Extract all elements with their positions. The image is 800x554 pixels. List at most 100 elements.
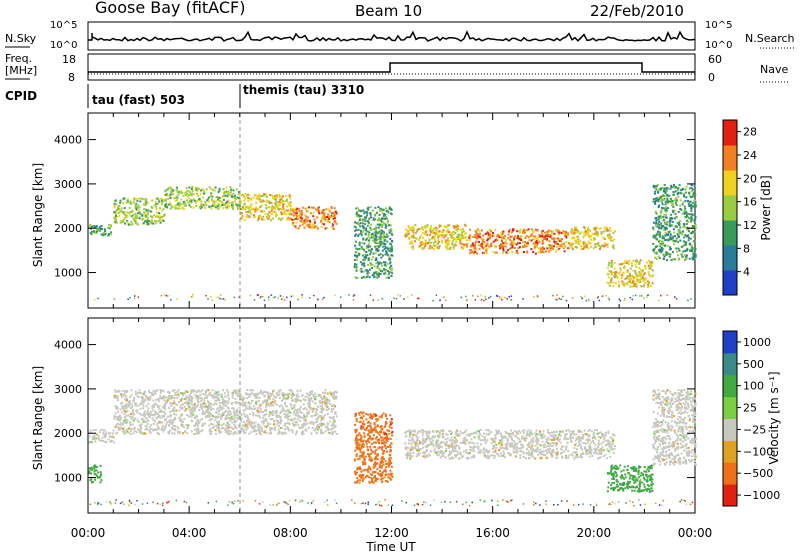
range-cell bbox=[318, 212, 321, 214]
range-cell bbox=[309, 391, 311, 394]
range-cell bbox=[320, 422, 322, 425]
range-cell bbox=[237, 390, 240, 393]
range-cell bbox=[423, 246, 426, 249]
range-cell bbox=[206, 389, 209, 392]
range-cell bbox=[90, 233, 93, 236]
range-cell bbox=[469, 249, 472, 251]
range-cell bbox=[536, 295, 539, 297]
range-cell bbox=[691, 214, 694, 217]
range-cell bbox=[368, 249, 370, 252]
range-cell bbox=[657, 191, 660, 194]
range-cell bbox=[237, 414, 239, 417]
range-cell bbox=[546, 231, 549, 233]
range-cell bbox=[88, 225, 91, 228]
range-cell bbox=[166, 194, 169, 197]
range-cell bbox=[444, 238, 447, 241]
range-cell bbox=[475, 240, 478, 243]
range-cell bbox=[177, 430, 179, 433]
range-cell bbox=[334, 411, 337, 414]
range-cell bbox=[248, 402, 250, 405]
range-cell bbox=[385, 224, 388, 227]
range-cell bbox=[188, 398, 191, 401]
range-cell bbox=[671, 217, 674, 220]
range-cell bbox=[163, 395, 165, 397]
range-cell bbox=[610, 279, 613, 282]
range-cell bbox=[426, 233, 428, 236]
range-cell bbox=[376, 211, 378, 214]
range-cell bbox=[484, 295, 486, 298]
range-cell bbox=[363, 212, 366, 215]
range-cell bbox=[471, 242, 474, 245]
range-cell bbox=[163, 411, 166, 414]
range-cell bbox=[168, 187, 171, 189]
beam-title: Beam 10 bbox=[355, 2, 422, 20]
range-cell bbox=[388, 206, 391, 209]
range-cell bbox=[211, 195, 214, 198]
range-cell bbox=[267, 394, 270, 397]
range-cell bbox=[620, 276, 623, 279]
range-cell bbox=[113, 396, 116, 399]
range-cell bbox=[119, 426, 122, 429]
range-cell bbox=[323, 219, 326, 222]
range-cell bbox=[222, 407, 225, 410]
range-cell bbox=[256, 294, 259, 296]
range-cell bbox=[618, 285, 620, 288]
range-cell bbox=[332, 431, 335, 434]
range-cell bbox=[636, 260, 638, 263]
range-cell bbox=[391, 249, 393, 252]
range-cell bbox=[286, 217, 289, 220]
range-cell bbox=[175, 207, 178, 210]
range-cell bbox=[606, 228, 608, 231]
range-cell bbox=[245, 214, 248, 217]
range-cell bbox=[312, 224, 315, 226]
range-cell bbox=[510, 246, 513, 249]
range-cell bbox=[669, 253, 672, 256]
range-cell bbox=[442, 231, 445, 233]
range-cell bbox=[620, 274, 623, 277]
range-cell bbox=[247, 407, 250, 410]
range-cell bbox=[333, 419, 336, 422]
range-cell bbox=[538, 247, 541, 250]
range-cell bbox=[222, 195, 225, 197]
range-cell bbox=[240, 212, 243, 215]
range-cell bbox=[461, 233, 464, 236]
range-cell bbox=[613, 238, 616, 241]
range-cell bbox=[320, 396, 323, 399]
range-cell bbox=[691, 248, 693, 251]
range-cell bbox=[222, 423, 225, 426]
range-cell bbox=[302, 398, 305, 401]
range-cell bbox=[652, 243, 655, 245]
range-cell bbox=[378, 267, 381, 270]
range-cell bbox=[388, 207, 391, 210]
range-cell bbox=[196, 395, 199, 397]
range-cell bbox=[669, 225, 672, 228]
range-cell bbox=[295, 214, 298, 216]
range-cell bbox=[424, 239, 427, 242]
range-cell bbox=[558, 238, 561, 241]
range-cell bbox=[220, 394, 223, 397]
range-cell bbox=[460, 246, 463, 249]
range-cell bbox=[258, 426, 260, 429]
range-cell bbox=[375, 241, 378, 244]
range-cell bbox=[479, 232, 482, 235]
range-cell bbox=[174, 394, 177, 396]
range-cell bbox=[100, 479, 103, 482]
range-cell bbox=[510, 235, 513, 238]
range-cell bbox=[691, 258, 694, 261]
range-cell bbox=[649, 261, 652, 264]
range-cell bbox=[607, 261, 610, 264]
range-cell bbox=[535, 237, 538, 240]
range-cell bbox=[409, 229, 412, 232]
range-cell bbox=[285, 410, 288, 413]
range-cell bbox=[186, 426, 189, 429]
range-cell bbox=[682, 250, 685, 253]
range-cell bbox=[359, 261, 362, 263]
range-cell bbox=[560, 242, 563, 245]
range-cell bbox=[99, 481, 102, 484]
range-cell bbox=[494, 239, 497, 242]
range-cell bbox=[669, 233, 672, 236]
range-cell bbox=[408, 236, 410, 239]
range-cell bbox=[241, 215, 244, 218]
range-cell bbox=[88, 467, 91, 470]
range-cell bbox=[671, 239, 674, 241]
